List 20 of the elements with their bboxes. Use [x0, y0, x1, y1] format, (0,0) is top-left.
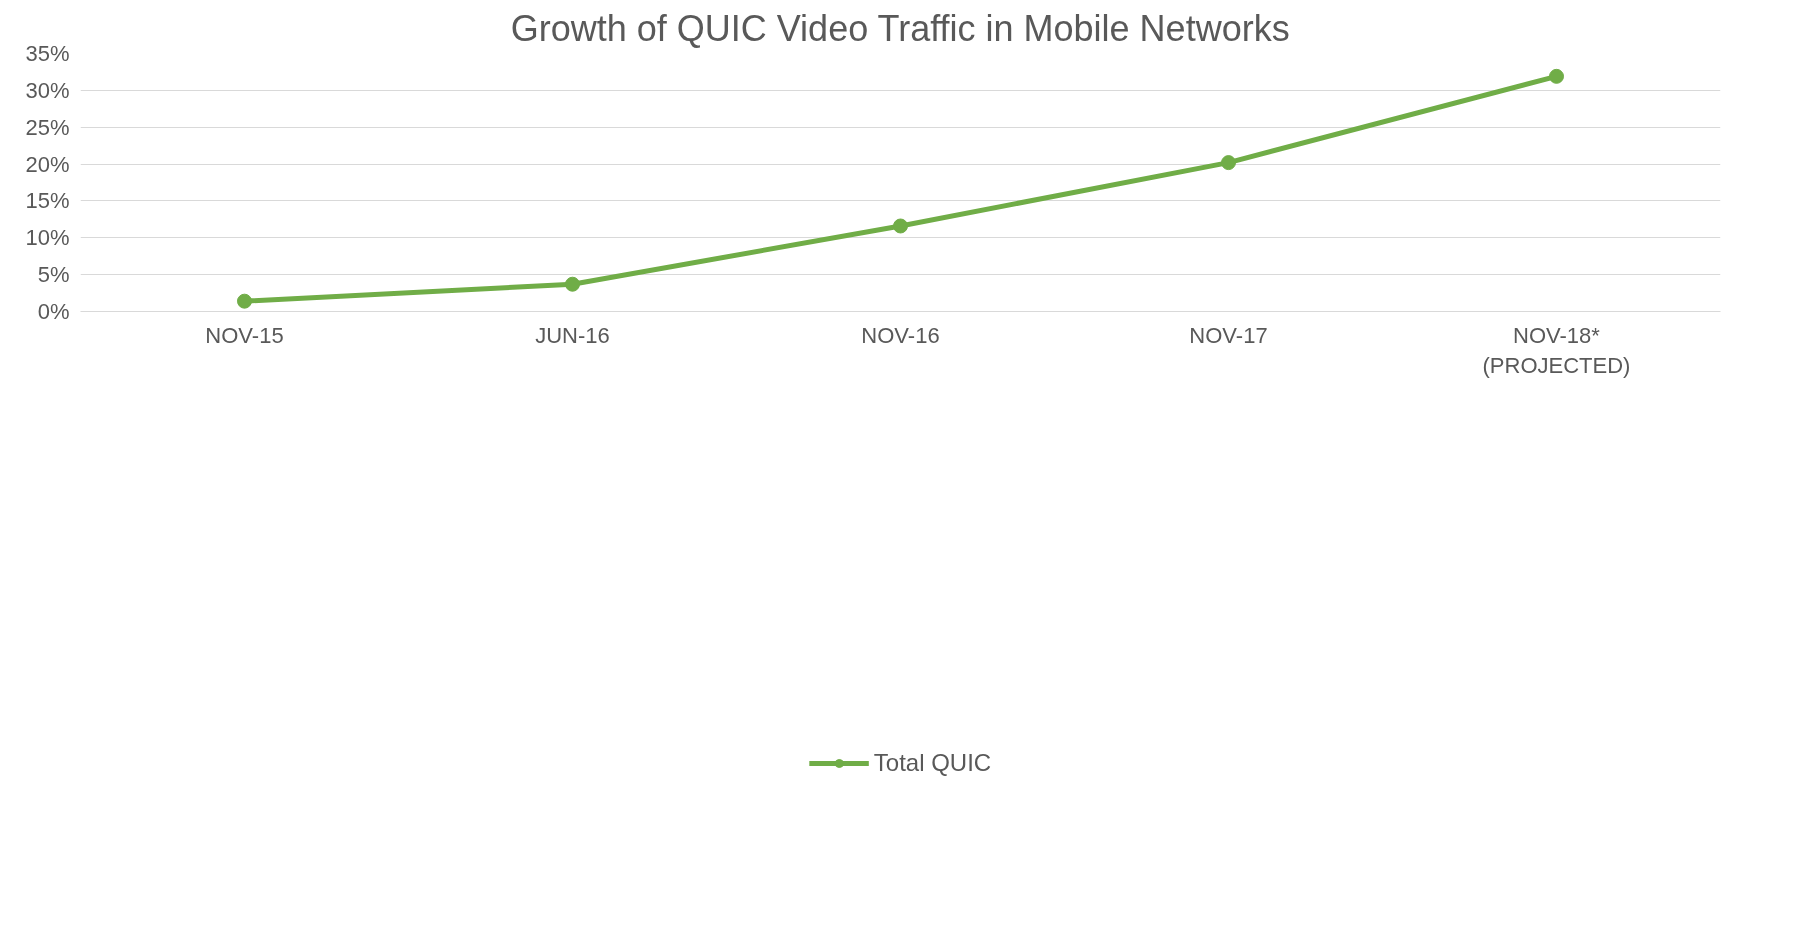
x-tick-label: NOV-15 [205, 322, 284, 348]
y-tick-label: 30% [25, 77, 70, 103]
x-tick-label: NOV-16 [861, 322, 940, 348]
x-tick-label: JUN-16 [535, 322, 610, 348]
point [1549, 68, 1564, 84]
point [893, 218, 908, 234]
point [237, 293, 252, 309]
y-tick-label: 5% [37, 262, 70, 288]
point [1221, 155, 1236, 171]
y-tick-label: 10% [25, 225, 70, 251]
x-tick-label: NOV-17 [1189, 322, 1268, 348]
y-tick-label: 35% [25, 41, 70, 66]
y-tick-label: 20% [25, 151, 70, 177]
y-tick-label: 25% [25, 114, 70, 140]
chart-title: Growth of QUIC Video Traffic in Mobile Networks [510, 7, 1290, 49]
x-tick-label: NOV-18* (PROJECTED) [1482, 322, 1631, 378]
legend-label: Total QUIC [873, 749, 992, 777]
y-tick-label: 15% [25, 188, 70, 214]
point [565, 276, 580, 292]
y-tick-label: 0% [37, 299, 70, 324]
